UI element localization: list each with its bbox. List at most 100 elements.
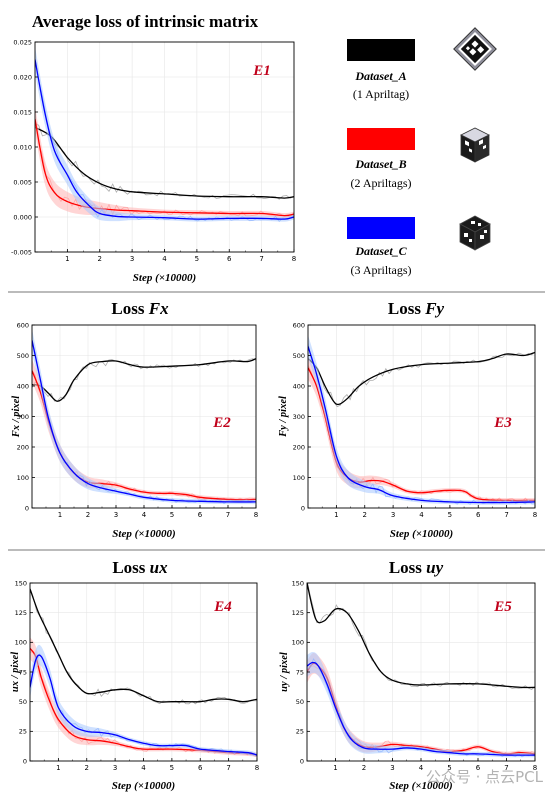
y-tick-label: 300: [293, 413, 305, 421]
chart-e5: 1 2 3 4 5 6 7 8 0 25 50 75 100 125 150 Loss uy E5 Step (×…: [279, 558, 537, 792]
y-tick-label: 200: [293, 443, 305, 451]
single-apriltag-cube-icon: [453, 27, 497, 71]
x-tick-label: 2: [98, 255, 102, 263]
x-tick-label: 1: [58, 511, 62, 519]
x-axis-label: Step (×10000): [133, 272, 196, 284]
x-axis-label: Step (×10000): [112, 528, 175, 540]
watermark: 公众号 · 点云PCL: [425, 768, 543, 786]
x-tick-label: 2: [362, 764, 366, 772]
legend-swatch-dataset-b: [347, 128, 415, 150]
y-tick-label: 150: [292, 579, 304, 587]
x-tick-label: 3: [390, 764, 394, 772]
series-layer: [307, 583, 535, 758]
x-tick-label: 6: [198, 764, 203, 772]
chart-title: Loss Fy: [388, 299, 445, 318]
series-line-dataset-a: [30, 588, 257, 703]
y-tick-label: 0: [300, 757, 304, 765]
series-line-dataset-c: [307, 661, 535, 756]
series-line-dataset-a: [32, 357, 256, 402]
legend-desc-dataset-c: (3 Apriltags): [351, 263, 412, 277]
x-axis-label: Step (×10000): [389, 780, 452, 792]
x-tick-label: 1: [65, 255, 69, 263]
x-axis-label: Step (×10000): [390, 528, 453, 540]
panel-annotation: E2: [212, 415, 231, 431]
chart-e2: 1 2 3 4 5 6 7 8 0 100 200 300 400 500 600 Loss Fx E2 Step…: [11, 299, 258, 540]
y-tick-label: 75: [296, 668, 304, 676]
panel-annotation: E5: [493, 599, 512, 615]
y-tick-label: 600: [293, 321, 305, 329]
y-tick-label: 0.000: [13, 213, 32, 221]
y-axis-label: ux / pixel: [10, 652, 21, 692]
x-tick-label: 2: [85, 764, 89, 772]
y-tick-label: 0.025: [13, 38, 32, 46]
legend-swatch-dataset-c: [347, 217, 415, 239]
x-tick-label: 8: [533, 764, 537, 772]
charts-layer: 1 2 3 4 5 6 7 8 -0.005 0.000 0.005 0.010 0.015 0.020 0…: [10, 12, 537, 792]
double-apriltag-cube-icon: [460, 127, 490, 163]
series-line-dataset-a: [307, 583, 535, 689]
chart-title: Loss Fx: [111, 299, 169, 318]
x-tick-label: 6: [476, 511, 481, 519]
x-tick-label: 8: [255, 764, 259, 772]
y-tick-label: 0.010: [13, 143, 32, 151]
series-layer: [30, 587, 257, 758]
y-tick-label: 500: [293, 352, 305, 360]
x-tick-label: 6: [476, 764, 481, 772]
y-tick-label: 0: [23, 757, 27, 765]
legend-label-dataset-b: Dataset_B: [354, 157, 406, 171]
series-line-dataset-c: [35, 59, 294, 220]
y-tick-label: 50: [296, 698, 304, 706]
x-tick-label: 7: [504, 764, 508, 772]
series-line-dataset-a: [308, 351, 535, 406]
x-tick-label: 8: [292, 255, 296, 263]
x-tick-label: 3: [113, 764, 117, 772]
y-tick-label: 0.015: [13, 108, 32, 116]
legend-label-dataset-c: Dataset_C: [354, 244, 407, 258]
y-tick-label: 400: [293, 382, 305, 390]
x-tick-label: 5: [195, 255, 199, 263]
y-tick-label: 0: [25, 504, 29, 512]
y-tick-label: 100: [15, 639, 27, 647]
y-axis-label: Fx / pixel: [11, 396, 22, 438]
panel-annotation: E4: [213, 599, 232, 615]
legend-swatch-dataset-a: [347, 39, 415, 61]
x-tick-label: 5: [447, 764, 451, 772]
y-tick-label: 125: [15, 609, 27, 617]
x-tick-label: 3: [130, 255, 134, 263]
y-tick-label: 125: [292, 609, 304, 617]
y-tick-label: 75: [19, 668, 27, 676]
x-tick-label: 4: [162, 255, 167, 263]
x-tick-label: 1: [56, 764, 60, 772]
panel-annotation: E1: [252, 63, 271, 79]
series-line-dataset-c: [308, 346, 535, 504]
y-tick-label: 600: [17, 321, 29, 329]
y-tick-label: 100: [292, 639, 304, 647]
legend: Dataset_A (1 Apriltag) Dataset_B (2 Apri…: [347, 27, 497, 277]
x-tick-label: 7: [259, 255, 263, 263]
x-tick-label: 7: [226, 764, 230, 772]
chart-title: Loss ux: [112, 558, 168, 577]
series-line-dataset-c: [32, 340, 256, 503]
chart-e4: 1 2 3 4 5 6 7 8 0 25 50 75 100 125 150 Loss ux E4 Step (×…: [10, 558, 259, 792]
x-tick-label: 4: [142, 511, 147, 519]
x-tick-label: 4: [419, 764, 424, 772]
y-tick-label: 100: [293, 474, 305, 482]
x-tick-label: 4: [141, 764, 146, 772]
raw-trace-dataset-a: [30, 587, 257, 705]
band-dataset-b: [35, 105, 294, 219]
series-line-dataset-b: [35, 118, 294, 217]
y-tick-label: 500: [17, 352, 29, 360]
series-line-dataset-c: [30, 654, 257, 756]
y-tick-label: 200: [17, 443, 29, 451]
y-axis-label: Fy / pixel: [278, 396, 289, 438]
x-tick-label: 3: [114, 511, 118, 519]
y-tick-label: 300: [17, 413, 29, 421]
y-tick-label: 150: [15, 579, 27, 587]
chart-e3: 1 2 3 4 5 6 7 8 0 100 200 300 400 500 600 Loss Fy E3 Step…: [278, 299, 537, 540]
x-tick-label: 7: [226, 511, 230, 519]
x-tick-label: 5: [170, 511, 174, 519]
legend-label-dataset-a: Dataset_A: [354, 69, 406, 83]
band-dataset-c: [30, 644, 257, 758]
chart-e1: 1 2 3 4 5 6 7 8 -0.005 0.000 0.005 0.010 0.015 0.020 0…: [11, 12, 296, 284]
